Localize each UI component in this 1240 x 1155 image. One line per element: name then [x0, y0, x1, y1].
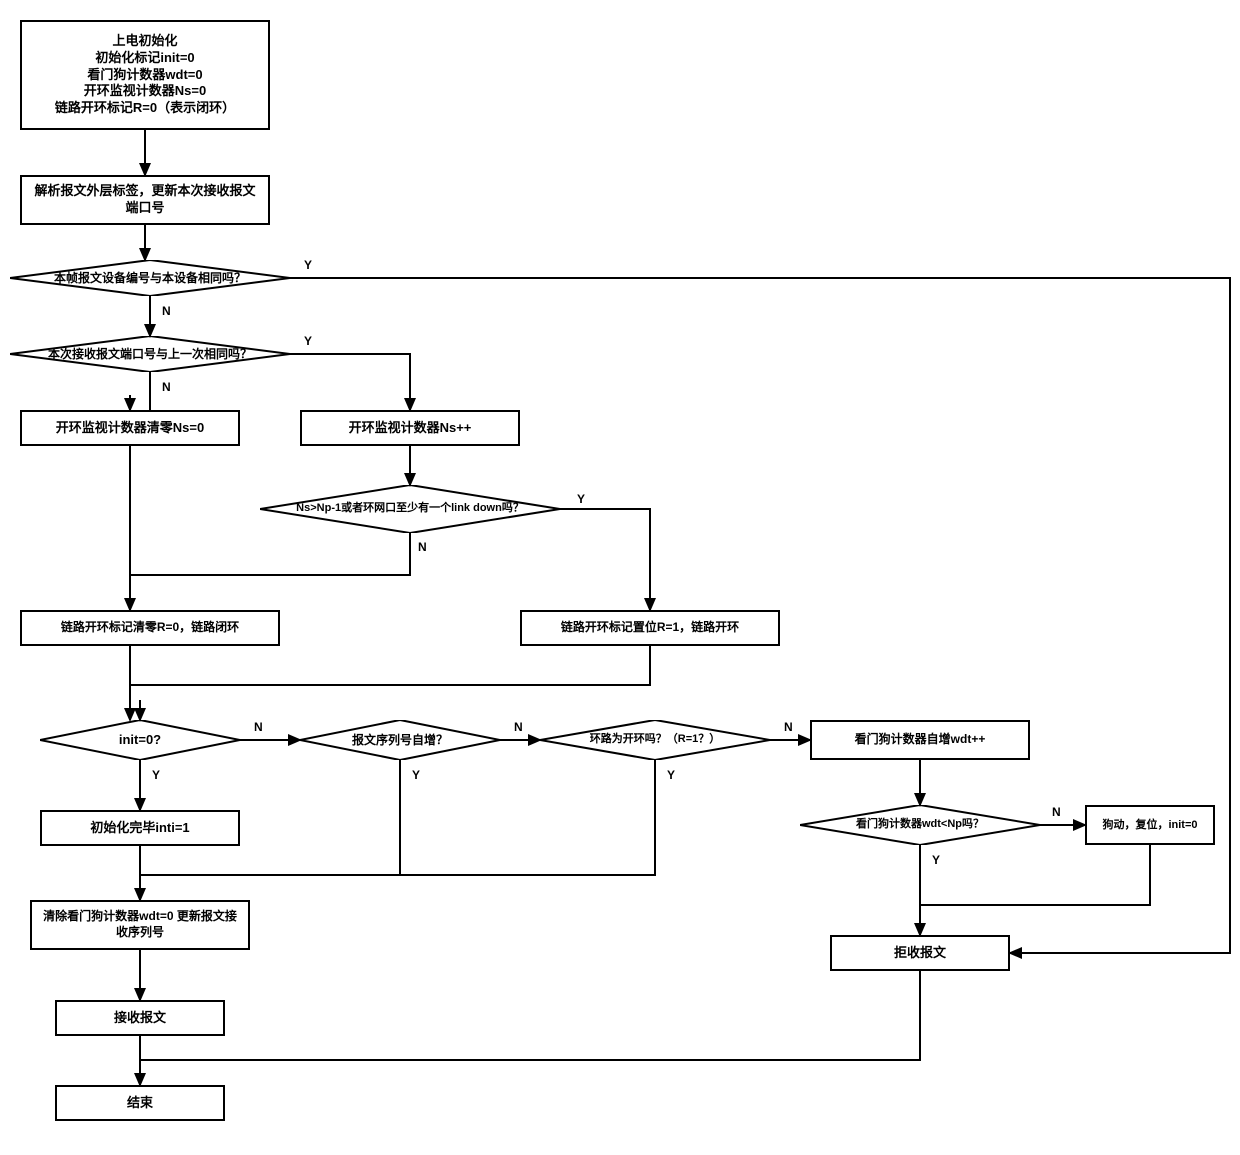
label-10: N	[782, 720, 795, 734]
label-7: Y	[150, 768, 162, 782]
clear-ns-text: 开环监视计数器清零Ns=0	[56, 420, 204, 437]
label-8: N	[512, 720, 525, 734]
reset-text: 狗动，复位，init=0	[1102, 818, 1197, 832]
parse-label-text: 解析报文外层标签，更新本次接收报文端口号	[30, 183, 260, 217]
node-clear-ns: 开环监视计数器清零Ns=0	[20, 410, 240, 446]
diamond-check-init: init=0?	[40, 720, 240, 760]
node-clear-wdt: 清除看门狗计数器wdt=0 更新报文接收序列号	[30, 900, 250, 950]
label-2: Y	[302, 334, 314, 348]
node-r-zero: 链路开环标记清零R=0，链路闭环	[20, 610, 280, 646]
inc-wdt-text: 看门狗计数器自增wdt++	[855, 732, 986, 748]
label-9: Y	[410, 768, 422, 782]
check-device-text: 本帧报文设备编号与本设备相同吗？	[24, 271, 276, 285]
init-line-4: 链路开环标记R=0（表示闭环）	[55, 100, 235, 117]
node-reject-msg: 拒收报文	[830, 935, 1010, 971]
node-init: 上电初始化 初始化标记init=0 看门狗计数器wdt=0 开环监视计数器Ns=…	[20, 20, 270, 130]
clear-wdt-text: 清除看门狗计数器wdt=0 更新报文接收序列号	[40, 909, 240, 940]
label-12: N	[1050, 805, 1063, 819]
node-inc-ns: 开环监视计数器Ns++	[300, 410, 520, 446]
check-wdt-text: 看门狗计数器wdt<Np吗？	[826, 818, 1014, 831]
node-accept-msg: 接收报文	[55, 1000, 225, 1036]
label-0: Y	[302, 258, 314, 272]
label-6: N	[252, 720, 265, 734]
diamond-check-seq: 报文序列号自增？	[300, 720, 500, 760]
r-one-text: 链路开环标记置位R=1，链路开环	[561, 620, 739, 636]
check-init-text: init=0?	[89, 732, 191, 748]
diamond-check-wdt: 看门狗计数器wdt<Np吗？	[800, 805, 1040, 845]
label-1: N	[160, 304, 173, 318]
init-line-3: 开环监视计数器Ns=0	[84, 83, 206, 100]
node-r-one: 链路开环标记置位R=1，链路开环	[520, 610, 780, 646]
check-loop-open-text: 环路为开环吗？（R=1？）	[560, 733, 751, 746]
end-text: 结束	[127, 1095, 153, 1112]
label-13: Y	[930, 853, 942, 867]
node-inc-wdt: 看门狗计数器自增wdt++	[810, 720, 1030, 760]
init-line-0: 上电初始化	[112, 33, 177, 50]
reject-msg-text: 拒收报文	[894, 945, 946, 962]
init-done-text: 初始化完毕inti=1	[90, 820, 189, 837]
diamond-check-device: 本帧报文设备编号与本设备相同吗？	[10, 260, 290, 296]
diamond-check-loop-open: 环路为开环吗？（R=1？）	[540, 720, 770, 760]
label-11: Y	[665, 768, 677, 782]
label-5: N	[416, 540, 429, 554]
check-port-text: 本次接收报文端口号与上一次相同吗？	[18, 347, 282, 361]
r-zero-text: 链路开环标记清零R=0，链路闭环	[61, 620, 239, 636]
check-seq-text: 报文序列号自增？	[322, 733, 478, 747]
init-line-1: 初始化标记init=0	[95, 50, 194, 67]
check-linkdown-text: Ns>Np-1或者环网口至少有一个link down吗？	[266, 502, 554, 515]
label-3: N	[160, 380, 173, 394]
connectors	[0, 0, 1240, 1155]
diamond-check-port: 本次接收报文端口号与上一次相同吗？	[10, 336, 290, 372]
inc-ns-text: 开环监视计数器Ns++	[349, 420, 472, 437]
node-end: 结束	[55, 1085, 225, 1121]
accept-msg-text: 接收报文	[114, 1010, 166, 1027]
diamond-check-linkdown: Ns>Np-1或者环网口至少有一个link down吗？	[260, 485, 560, 533]
init-line-2: 看门狗计数器wdt=0	[87, 67, 202, 84]
label-4: Y	[575, 492, 587, 506]
node-init-done: 初始化完毕inti=1	[40, 810, 240, 846]
node-reset: 狗动，复位，init=0	[1085, 805, 1215, 845]
node-parse-label: 解析报文外层标签，更新本次接收报文端口号	[20, 175, 270, 225]
